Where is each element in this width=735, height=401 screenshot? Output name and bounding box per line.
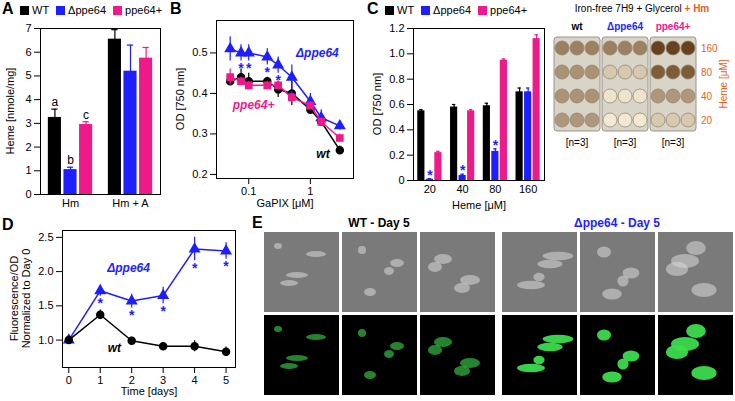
html-text:B: B [170,0,182,17]
svg-text:1.5: 1.5 [38,299,53,311]
svg-text:Heme [nmole/mg]: Heme [nmole/mg] [4,68,16,155]
html-text:E: E [252,214,263,231]
svg-text:*: * [98,295,104,311]
svg-text:*: * [275,72,281,88]
svg-text:*: * [493,137,499,153]
svg-text:OD [750 nm]: OD [750 nm] [371,73,383,135]
svg-text:6: 6 [25,46,31,58]
svg-text:*: * [129,307,135,323]
svg-text:5: 5 [223,374,229,386]
svg-text:0.6: 0.6 [389,98,404,110]
svg-text:2.5: 2.5 [38,231,53,243]
svg-text:Fluorescence/ODNormalized to D: Fluorescence/ODNormalized to Day 0 [8,249,33,349]
html-text:Δppe64: Δppe64 [68,4,106,16]
svg-text:wt: wt [108,341,122,355]
svg-text:1: 1 [307,185,313,197]
svg-text:Hm + A: Hm + A [112,197,149,209]
svg-text:b: b [67,153,74,167]
svg-text:GaPIX [μM]: GaPIX [μM] [256,197,313,209]
svg-text:160: 160 [519,183,537,195]
svg-text:40: 40 [457,183,469,195]
svg-text:*: * [460,162,466,178]
svg-text:0.4: 0.4 [389,123,404,135]
svg-text:7: 7 [25,22,31,34]
svg-text:3: 3 [25,117,31,129]
svg-text:[n=3]: [n=3] [566,137,589,148]
svg-text:20: 20 [701,115,713,126]
svg-text:20: 20 [424,183,436,195]
svg-text:0.8: 0.8 [389,73,404,85]
svg-text:Δppe64: Δppe64 [607,21,644,32]
svg-text:40: 40 [701,91,713,102]
svg-text:Heme [μM]: Heme [μM] [718,59,729,108]
svg-text:0: 0 [66,374,72,386]
svg-text:0.3: 0.3 [192,127,207,139]
svg-text:ppe64+: ppe64+ [656,21,691,32]
svg-text:5: 5 [25,69,31,81]
svg-text:Δppe64: Δppe64 [295,46,339,60]
svg-text:*: * [238,60,244,76]
svg-text:*: * [192,260,198,276]
svg-text:4: 4 [25,93,31,105]
html-text:WT: WT [32,4,50,16]
svg-text:0.1: 0.1 [241,185,256,197]
svg-text:[n=3]: [n=3] [662,137,685,148]
svg-text:2: 2 [128,374,135,387]
svg-text:1.2: 1.2 [389,22,404,34]
svg-text:80: 80 [701,67,713,78]
svg-text:*: * [223,258,229,274]
svg-text:wt: wt [316,147,330,161]
svg-text:a: a [52,95,59,109]
svg-text:Δppe64 - Day 5: Δppe64 - Day 5 [574,216,660,230]
svg-text:*: * [265,64,271,80]
svg-text:wt: wt [570,21,583,32]
svg-text:160: 160 [701,43,718,54]
svg-text:2: 2 [25,141,31,153]
svg-text:ppe64+: ppe64+ [232,98,275,112]
svg-text:0: 0 [398,174,404,186]
svg-text:*: * [160,303,166,319]
svg-text:Hm: Hm [62,197,79,209]
svg-text:4: 4 [192,374,198,386]
svg-text:1: 1 [25,164,31,176]
svg-text:Time [days]: Time [days] [121,385,177,397]
svg-text:0: 0 [25,188,31,200]
html-text:ppe64+: ppe64+ [490,4,528,16]
svg-text:WT - Day 5: WT - Day 5 [348,216,410,230]
svg-text:2.0: 2.0 [38,265,53,277]
html-text:C: C [367,0,379,17]
svg-text:1: 1 [97,374,103,386]
svg-text:0.2: 0.2 [192,168,207,180]
svg-text:OD [750 nm]: OD [750 nm] [174,68,186,130]
svg-text:3: 3 [160,374,167,387]
html-text:Δppe64: Δppe64 [433,4,471,16]
svg-text:Δppe64: Δppe64 [106,261,150,275]
svg-text:80: 80 [489,183,501,195]
html-text:WT: WT [397,4,415,16]
svg-text:*: * [246,60,252,76]
svg-text:Heme [μM]: Heme [μM] [452,199,506,211]
svg-text:0.5: 0.5 [192,46,207,58]
html-text:ppe64+: ppe64+ [125,4,163,16]
svg-text:0.4: 0.4 [192,87,207,99]
html-text:D: D [2,216,14,233]
html-text:A: A [2,0,14,17]
svg-text:1.0: 1.0 [38,334,53,346]
svg-text:1.0: 1.0 [389,47,404,59]
svg-text:0.2: 0.2 [389,149,404,161]
svg-text:*: * [289,88,295,104]
svg-text:c: c [83,108,89,122]
svg-text:[n=3]: [n=3] [614,137,637,148]
svg-text:Iron-free 7H9 + Glycerol + Hm: Iron-free 7H9 + Glycerol + Hm [575,3,710,14]
